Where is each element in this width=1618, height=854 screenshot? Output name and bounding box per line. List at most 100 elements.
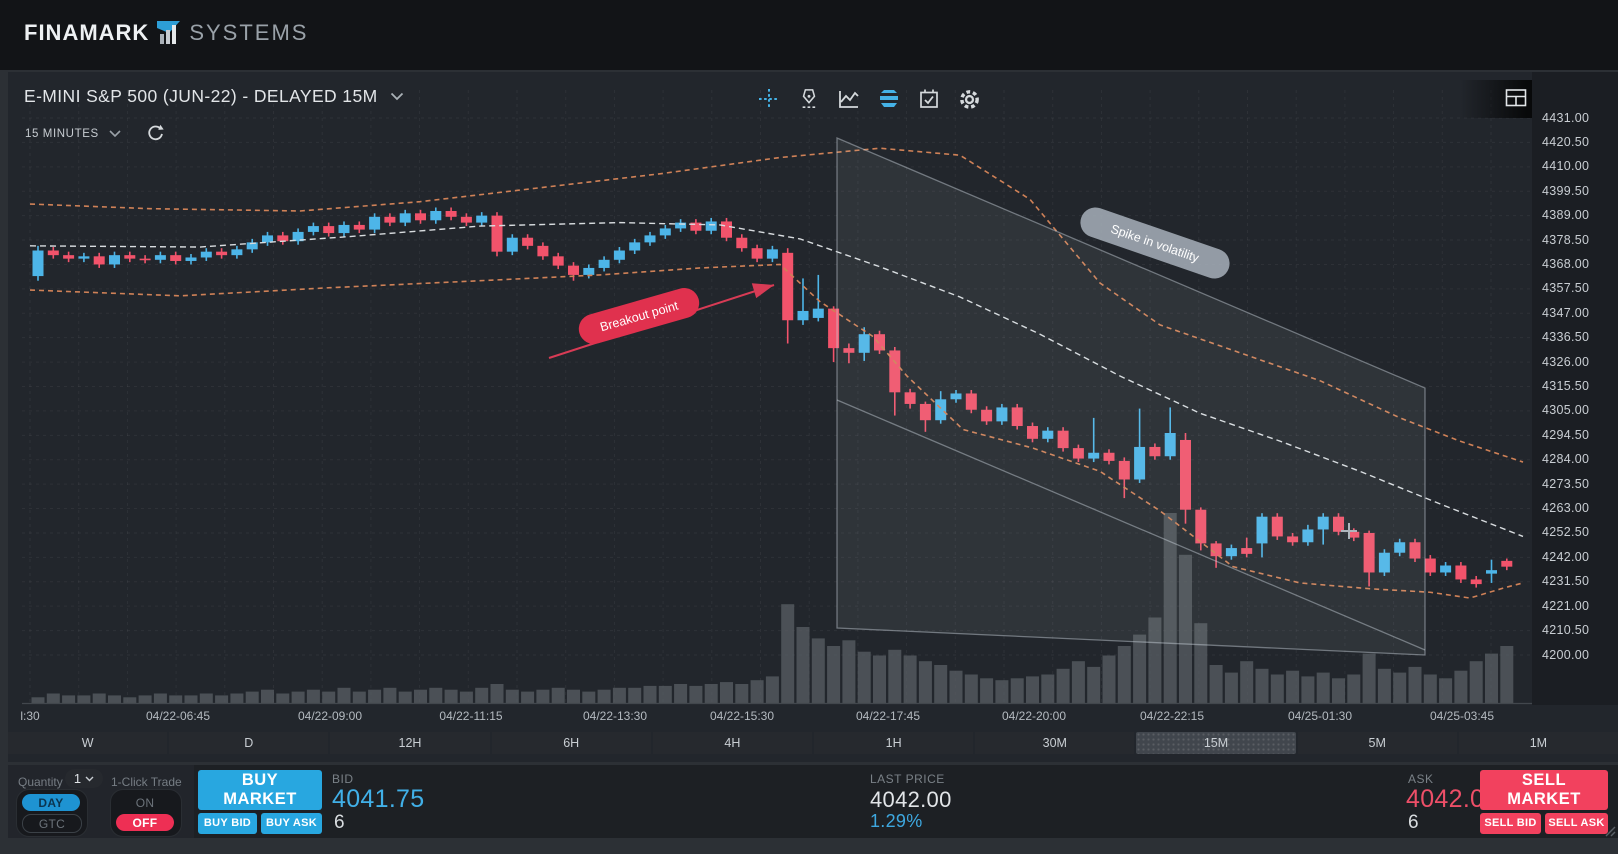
- refresh-icon[interactable]: [145, 124, 164, 143]
- volume-bar: [1194, 623, 1208, 703]
- calendar-check-icon[interactable]: [916, 86, 942, 112]
- timeframe-button-12h[interactable]: 12H: [330, 732, 490, 754]
- volatility-channel[interactable]: [836, 137, 1426, 656]
- volume-bar: [643, 685, 657, 703]
- candle-body: [812, 308, 824, 318]
- candle-body: [1333, 516, 1344, 532]
- candle-body: [1440, 565, 1452, 573]
- time-tick: 04/22-13:30: [582, 709, 648, 723]
- candle-body: [63, 255, 75, 259]
- interval-label[interactable]: 15 MINUTES: [25, 127, 99, 140]
- price-axis[interactable]: 4431.00 4420.50 4410.00 4399.50 4389.00 4378.…: [1532, 72, 1618, 705]
- timeframe-button-d[interactable]: D: [169, 732, 329, 754]
- time-tick: 04/22-20:00: [1001, 709, 1067, 723]
- candle-body: [537, 245, 549, 257]
- timeframe-button-30m[interactable]: 30M: [975, 732, 1135, 754]
- candle-body: [1317, 516, 1329, 530]
- time-tick: 04/22-06:45: [145, 709, 211, 723]
- volume-bar: [1163, 513, 1177, 703]
- volume-bar: [918, 661, 932, 703]
- candle-body: [47, 250, 59, 256]
- chevron-down-icon: [85, 776, 94, 781]
- volume-bar: [689, 685, 703, 703]
- chevron-down-icon[interactable]: [390, 92, 404, 101]
- volume-bar: [857, 651, 871, 703]
- price-tick: 4294.50: [1542, 427, 1590, 442]
- logo-icon: [157, 21, 181, 44]
- volume-bar: [827, 646, 841, 703]
- interval-selector[interactable]: 15 MINUTES: [25, 124, 164, 143]
- resize-handle[interactable]: [1604, 825, 1616, 837]
- volume-bar: [368, 689, 382, 703]
- candle-body: [598, 259, 610, 268]
- candle-body: [843, 348, 855, 353]
- one-click-toggle-group: ON OFF: [110, 789, 182, 837]
- one-click-off-toggle[interactable]: OFF: [116, 814, 174, 831]
- timeframe-button-4h[interactable]: 4H: [652, 732, 813, 754]
- timeframe-button-15m[interactable]: 15M: [1136, 732, 1296, 754]
- candle-body: [154, 255, 166, 260]
- volume-bar: [1010, 678, 1024, 703]
- bid-size: 6: [334, 812, 345, 833]
- app-header: FINAMARK SYSTEMS: [0, 0, 1618, 70]
- volume-bar: [720, 682, 733, 703]
- buy-bid-button[interactable]: BUY BID: [198, 813, 257, 834]
- volume-bar: [1179, 554, 1192, 703]
- settings-gear-icon[interactable]: [956, 86, 982, 112]
- timeframe-button-1h[interactable]: 1H: [814, 732, 974, 754]
- line-chart-icon[interactable]: [836, 86, 862, 112]
- candle-body: [1501, 560, 1513, 567]
- timeframe-button-w[interactable]: W: [8, 732, 168, 754]
- candle-body: [1348, 531, 1360, 538]
- volume-bar: [796, 627, 810, 703]
- timeframe-button-1m[interactable]: 1M: [1458, 732, 1618, 754]
- timeframe-button-5m[interactable]: 5M: [1297, 732, 1457, 754]
- buy-ask-button[interactable]: BUY ASK: [261, 813, 322, 834]
- candle-body: [139, 258, 151, 261]
- panel-grid-icon[interactable]: [1505, 88, 1527, 108]
- volume-bar: [903, 655, 917, 703]
- timeframe-button-6h[interactable]: 6H: [491, 732, 651, 754]
- time-tick: 04/22-22:15: [1139, 709, 1205, 723]
- candle-body: [996, 407, 1008, 422]
- price-tick: 4389.00: [1542, 208, 1590, 223]
- candle-body: [1363, 532, 1375, 573]
- candle-body: [1180, 439, 1191, 510]
- indicators-layers-icon[interactable]: [876, 86, 902, 112]
- quantity-stepper[interactable]: 1: [65, 769, 103, 788]
- sell-bid-button[interactable]: SELL BID: [1480, 813, 1541, 834]
- instrument-title-row[interactable]: E-MINI S&P 500 (JUN-22) - DELAYED 15M: [24, 86, 404, 107]
- candle-body: [889, 350, 901, 393]
- volume-bar: [414, 689, 427, 703]
- one-click-on-toggle[interactable]: ON: [135, 795, 155, 810]
- price-tick: 4347.00: [1542, 305, 1590, 320]
- buy-market-button[interactable]: BUY MARKET: [198, 770, 322, 810]
- gtc-toggle[interactable]: GTC: [22, 814, 82, 833]
- chevron-down-icon[interactable]: [109, 129, 121, 138]
- candle-body: [338, 224, 350, 234]
- logo-text-systems: SYSTEMS: [189, 19, 309, 45]
- chart-toolbar: [756, 86, 982, 112]
- pen-tool-icon[interactable]: [796, 86, 822, 112]
- volume-bar: [322, 691, 336, 703]
- candle-body: [353, 224, 365, 230]
- crosshair-icon[interactable]: [756, 86, 782, 112]
- candle-body: [216, 251, 228, 256]
- candle-body: [1103, 452, 1115, 461]
- day-toggle[interactable]: DAY: [22, 794, 80, 811]
- candle-body: [445, 210, 457, 217]
- candle-body: [430, 210, 442, 221]
- sell-ask-button[interactable]: SELL ASK: [1545, 813, 1608, 834]
- price-tick: 4410.00: [1542, 159, 1590, 174]
- volume-bar: [521, 691, 535, 703]
- candle-body: [246, 242, 258, 250]
- sell-market-button[interactable]: SELL MARKET: [1480, 770, 1608, 810]
- volume-bar: [1071, 661, 1085, 703]
- volume-bar: [1224, 672, 1238, 703]
- volume-bar: [811, 638, 825, 703]
- candle-body: [782, 252, 794, 321]
- last-change-percent: 1.29%: [870, 811, 923, 831]
- time-axis[interactable]: l:30 04/22-06:45 04/22-09:00 04/22-11:15 04/…: [8, 705, 1532, 731]
- time-tick: 04/22-15:30: [709, 709, 775, 723]
